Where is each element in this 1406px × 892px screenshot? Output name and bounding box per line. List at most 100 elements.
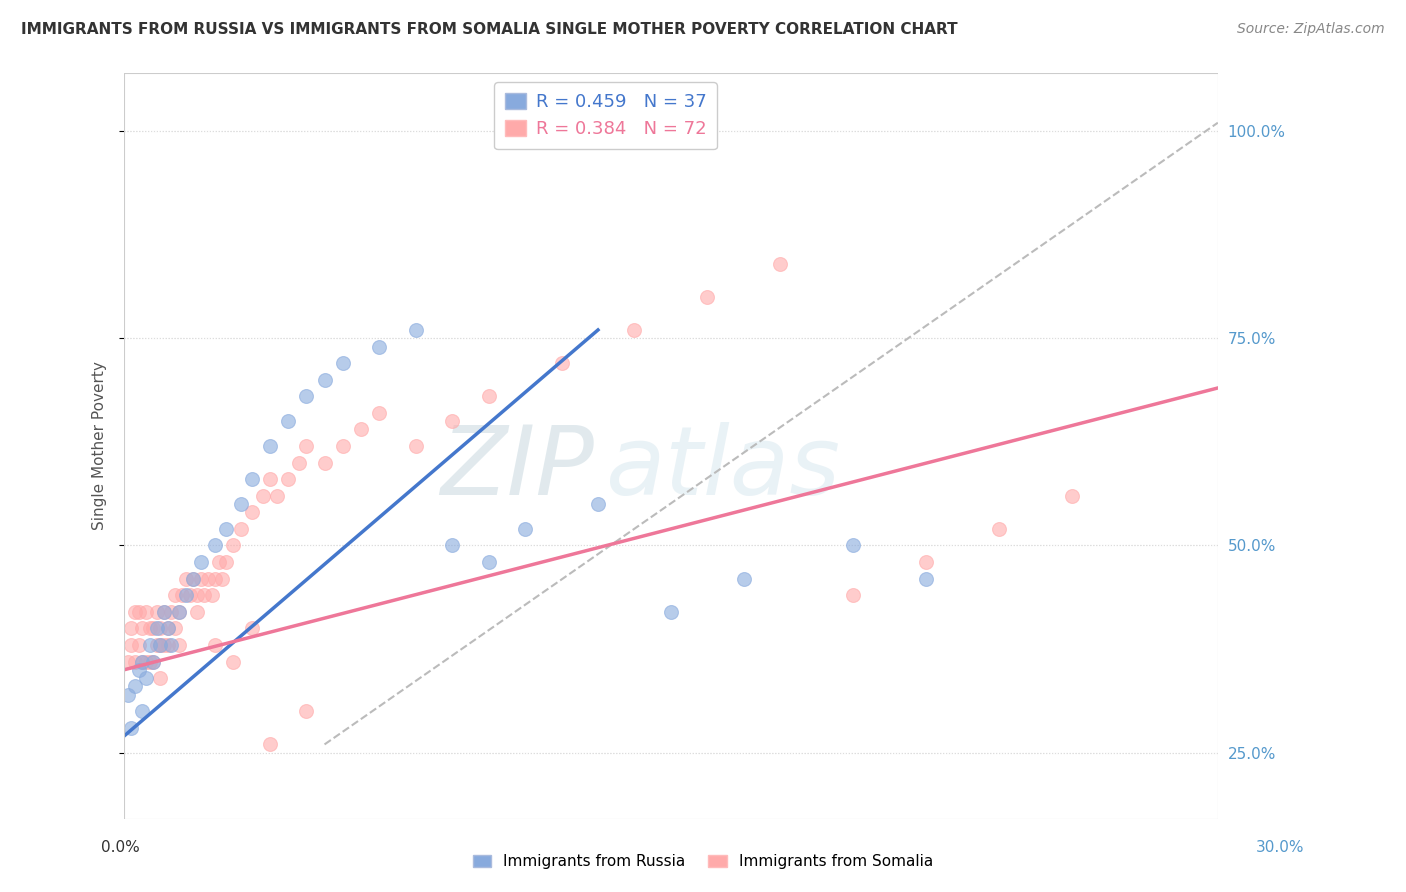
Point — [222, 539, 245, 553]
Point — [153, 605, 176, 619]
Point — [200, 588, 222, 602]
Point — [131, 704, 153, 718]
Point — [131, 655, 153, 669]
Point — [915, 572, 938, 586]
Point — [149, 638, 172, 652]
Point — [156, 621, 179, 635]
Point — [149, 621, 172, 635]
Point — [131, 655, 153, 669]
Point — [149, 671, 172, 685]
Point — [550, 356, 572, 370]
Text: ZIP: ZIP — [440, 422, 595, 515]
Point — [174, 588, 197, 602]
Point — [988, 522, 1011, 536]
Point — [156, 621, 179, 635]
Point — [842, 588, 865, 602]
Point — [181, 572, 204, 586]
Point — [259, 439, 281, 453]
Point — [441, 414, 464, 428]
Point — [193, 588, 215, 602]
Point — [124, 679, 146, 693]
Point — [259, 738, 281, 752]
Point — [167, 605, 190, 619]
Point — [288, 456, 311, 470]
Point — [842, 539, 865, 553]
Point — [186, 605, 208, 619]
Text: 0.0%: 0.0% — [101, 840, 141, 855]
Point — [368, 339, 391, 353]
Point — [295, 704, 318, 718]
Point — [128, 638, 150, 652]
Point — [405, 439, 427, 453]
Point — [138, 638, 160, 652]
Legend: R = 0.459   N = 37, R = 0.384   N = 72: R = 0.459 N = 37, R = 0.384 N = 72 — [494, 82, 717, 149]
Point — [332, 439, 354, 453]
Point — [120, 621, 142, 635]
Point — [405, 323, 427, 337]
Text: Source: ZipAtlas.com: Source: ZipAtlas.com — [1237, 22, 1385, 37]
Point — [240, 621, 263, 635]
Point — [142, 655, 165, 669]
Point — [142, 621, 165, 635]
Point — [156, 638, 179, 652]
Point — [128, 663, 150, 677]
Point — [204, 638, 226, 652]
Point — [314, 456, 336, 470]
Y-axis label: Single Mother Poverty: Single Mother Poverty — [93, 361, 107, 531]
Point — [696, 290, 718, 304]
Point — [314, 373, 336, 387]
Point — [138, 621, 160, 635]
Point — [252, 489, 274, 503]
Legend: Immigrants from Russia, Immigrants from Somalia: Immigrants from Russia, Immigrants from … — [467, 848, 939, 875]
Point — [277, 472, 299, 486]
Point — [138, 655, 160, 669]
Point — [295, 389, 318, 403]
Point — [295, 439, 318, 453]
Point — [163, 621, 186, 635]
Point — [135, 655, 157, 669]
Point — [124, 605, 146, 619]
Point — [190, 572, 212, 586]
Point — [211, 572, 233, 586]
Point — [172, 588, 194, 602]
Point — [215, 555, 238, 569]
Point — [623, 323, 645, 337]
Point — [120, 638, 142, 652]
Point — [153, 638, 176, 652]
Text: IMMIGRANTS FROM RUSSIA VS IMMIGRANTS FROM SOMALIA SINGLE MOTHER POVERTY CORRELAT: IMMIGRANTS FROM RUSSIA VS IMMIGRANTS FRO… — [21, 22, 957, 37]
Point — [769, 257, 792, 271]
Point — [190, 555, 212, 569]
Point — [181, 572, 204, 586]
Point — [478, 389, 501, 403]
Point — [146, 621, 169, 635]
Point — [240, 472, 263, 486]
Point — [350, 422, 373, 436]
Point — [229, 497, 252, 511]
Point — [146, 605, 169, 619]
Point — [208, 555, 231, 569]
Text: 30.0%: 30.0% — [1257, 840, 1305, 855]
Point — [204, 539, 226, 553]
Text: atlas: atlas — [605, 422, 841, 515]
Point — [135, 671, 157, 685]
Point — [128, 605, 150, 619]
Point — [186, 588, 208, 602]
Point — [146, 638, 169, 652]
Point — [222, 655, 245, 669]
Point — [478, 555, 501, 569]
Point — [117, 688, 139, 702]
Point — [120, 721, 142, 735]
Point — [153, 605, 176, 619]
Point — [332, 356, 354, 370]
Point — [160, 605, 183, 619]
Point — [1060, 489, 1083, 503]
Point — [135, 605, 157, 619]
Point — [259, 472, 281, 486]
Point — [167, 605, 190, 619]
Point — [240, 505, 263, 519]
Point — [659, 605, 682, 619]
Point — [167, 638, 190, 652]
Point — [586, 497, 609, 511]
Point — [229, 522, 252, 536]
Point — [513, 522, 536, 536]
